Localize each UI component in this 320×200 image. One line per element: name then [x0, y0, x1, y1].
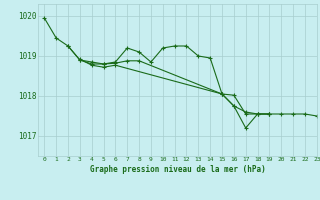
X-axis label: Graphe pression niveau de la mer (hPa): Graphe pression niveau de la mer (hPa) — [90, 165, 266, 174]
